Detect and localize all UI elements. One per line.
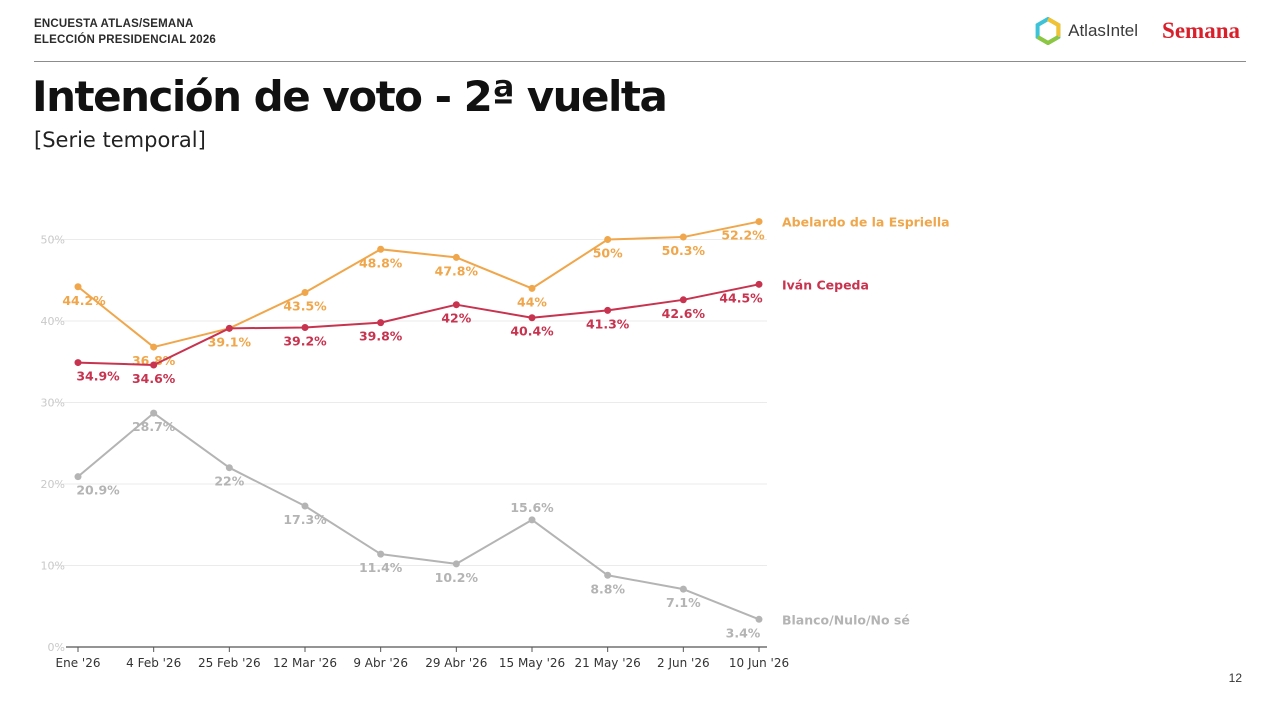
data-label: 34.9% (76, 369, 120, 384)
data-point (452, 301, 460, 309)
survey-header: ENCUESTA ATLAS/SEMANA ELECCIÓN PRESIDENC… (34, 16, 216, 48)
data-point (679, 585, 687, 593)
data-point (528, 516, 536, 524)
data-label: 52.2% (721, 228, 765, 243)
data-point (301, 502, 309, 510)
page-subtitle: [Serie temporal] (34, 128, 206, 152)
semana-logo: Semana (1162, 18, 1240, 43)
atlasintel-logo: AtlasIntel (1034, 17, 1138, 45)
data-point (528, 284, 536, 292)
data-label: 17.3% (283, 512, 327, 527)
x-tick-label: 9 Abr '26 (353, 656, 408, 670)
data-label: 7.1% (666, 595, 701, 610)
data-label: 10.2% (435, 570, 479, 585)
survey-name: ENCUESTA ATLAS/SEMANA (34, 18, 194, 30)
data-point (74, 283, 82, 291)
data-label: 44% (517, 294, 547, 309)
atlasintel-logo-text: AtlasIntel (1068, 21, 1139, 40)
y-tick-label: 50% (41, 234, 65, 247)
series-line (77, 220, 760, 349)
data-point (74, 359, 82, 367)
data-label: 44.5% (719, 290, 763, 305)
series-line (77, 412, 760, 621)
y-tick-label: 40% (41, 315, 65, 328)
data-label: 8.8% (590, 581, 625, 596)
data-point (755, 615, 763, 623)
data-label: 39.8% (359, 329, 403, 344)
y-tick-label: 30% (41, 397, 65, 410)
data-point (452, 560, 460, 568)
data-point (150, 409, 158, 417)
data-point (679, 296, 687, 304)
x-tick-label: 15 May '26 (499, 656, 565, 670)
data-point (452, 253, 460, 261)
data-point (604, 571, 612, 579)
data-label: 42% (441, 311, 471, 326)
y-tick-label: 10% (41, 560, 65, 573)
x-tick-label: 10 Jun '26 (729, 656, 789, 670)
data-label: 47.8% (435, 263, 479, 278)
data-point (301, 324, 309, 332)
data-label: 42.6% (662, 306, 706, 321)
data-point (74, 473, 82, 481)
y-tick-label: 0% (48, 641, 65, 654)
data-point (755, 280, 763, 288)
data-point (225, 324, 233, 332)
x-tick-label: 12 Mar '26 (273, 656, 337, 670)
page-number: 12 (1228, 671, 1242, 685)
data-point (150, 361, 158, 369)
data-point (377, 245, 385, 253)
header-divider (34, 61, 1246, 62)
x-tick-label: 4 Feb '26 (126, 656, 181, 670)
data-point (377, 319, 385, 327)
x-tick-label: 2 Jun '26 (657, 656, 710, 670)
data-label: 28.7% (132, 419, 176, 434)
data-label: 22% (214, 474, 244, 489)
data-label: 3.4% (726, 625, 761, 640)
x-tick-label: 21 May '26 (575, 656, 641, 670)
series-name-label: Iván Cepeda (782, 277, 869, 292)
data-label: 48.8% (359, 255, 403, 270)
data-label: 11.4% (359, 560, 403, 575)
series-name-label: Blanco/Nulo/No sé (782, 612, 910, 627)
data-label: 43.5% (283, 298, 327, 313)
x-tick-label: Ene '26 (56, 656, 101, 670)
data-point (604, 236, 612, 243)
data-point (377, 550, 385, 558)
data-label: 34.6% (132, 371, 176, 386)
data-point (528, 314, 536, 322)
page-title: Intención de voto - 2ª vuelta (32, 72, 668, 121)
series-name-label: Abelardo de la Espriella (782, 215, 950, 230)
data-point (679, 233, 687, 241)
data-point (225, 464, 233, 472)
election-name: ELECCIÓN PRESIDENCIAL 2026 (34, 34, 217, 46)
series-line (77, 283, 760, 367)
data-point (604, 306, 612, 314)
data-label: 50% (593, 246, 623, 261)
data-label: 41.3% (586, 316, 630, 331)
data-point (755, 218, 763, 226)
x-tick-label: 29 Abr '26 (425, 656, 487, 670)
x-tick-label: 25 Feb '26 (198, 656, 261, 670)
atlasintel-logo-icon (1035, 17, 1061, 45)
data-label: 20.9% (76, 483, 120, 498)
data-label: 44.2% (62, 293, 106, 308)
data-point (301, 288, 309, 296)
data-label: 39.1% (208, 334, 252, 349)
data-label: 50.3% (662, 243, 706, 258)
data-point (150, 343, 158, 351)
data-label: 39.2% (283, 334, 327, 349)
data-label: 15.6% (510, 500, 554, 515)
y-tick-label: 20% (41, 478, 65, 491)
data-label: 40.4% (510, 324, 554, 339)
logos: AtlasIntel Semana (1034, 14, 1240, 48)
